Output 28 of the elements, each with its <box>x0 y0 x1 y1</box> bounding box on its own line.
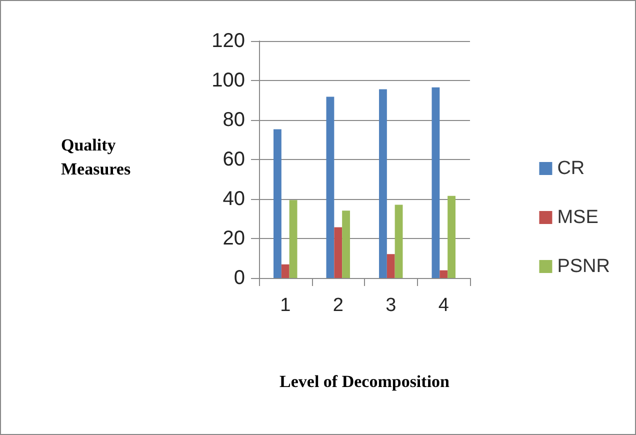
bar <box>274 129 282 278</box>
bar <box>394 204 403 278</box>
x-tick-label: 1 <box>280 295 291 316</box>
y-tick-label: 120 <box>212 30 245 52</box>
legend-label: MSE <box>557 207 598 228</box>
bar <box>379 89 387 278</box>
bar <box>448 196 456 278</box>
y-axis-title: Quality Measures <box>61 136 131 178</box>
bar <box>281 264 290 278</box>
x-tick-label: 4 <box>438 295 450 316</box>
bar <box>289 200 298 278</box>
bar <box>440 270 448 278</box>
y-tick-label: 80 <box>222 109 245 131</box>
y-tick-label: 0 <box>234 267 245 289</box>
y-tick-label: 40 <box>222 188 245 210</box>
y-tick-label: 60 <box>222 148 245 170</box>
bar <box>386 254 395 278</box>
bar <box>326 96 334 278</box>
bar <box>432 87 440 278</box>
legend-label: CR <box>557 158 585 179</box>
x-axis-title: Level of Decomposition <box>280 372 450 391</box>
bar <box>334 227 342 278</box>
y-tick-label: 100 <box>212 70 245 92</box>
legend-label: PSNR <box>557 256 610 277</box>
x-tick-label: 2 <box>332 295 344 316</box>
bar <box>342 210 350 278</box>
y-tick-label: 20 <box>222 228 245 250</box>
x-tick-label: 3 <box>386 295 396 316</box>
